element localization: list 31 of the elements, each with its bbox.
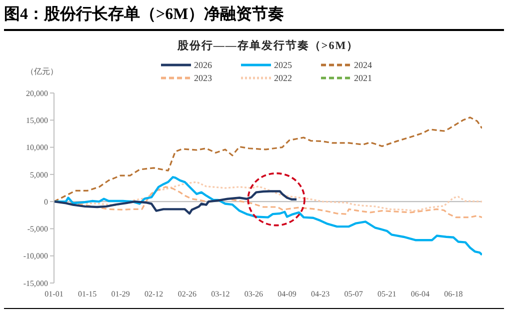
y-tick-label: -15,000 — [23, 278, 48, 288]
x-tick-label: 04-09 — [278, 290, 296, 299]
legend-label: 2021 — [354, 73, 372, 83]
legend-label: 2022 — [274, 73, 292, 83]
x-tick-label: 03-12 — [211, 290, 230, 299]
legend-label: 2026 — [194, 60, 212, 70]
x-tick-label: 05-21 — [378, 290, 396, 299]
x-tick-label: 01-15 — [78, 290, 97, 299]
line-series — [54, 190, 298, 215]
x-tick-label: 06-04 — [410, 290, 430, 299]
x-tick-label: 02-12 — [144, 290, 164, 299]
y-tick-label: -5,000 — [27, 224, 48, 234]
chart-subtitle: 股份行——存单发行节奏（>6M） — [176, 38, 360, 53]
x-tick-label: 02-26 — [178, 290, 196, 299]
y-tick-label: 20,000 — [26, 88, 48, 98]
x-tick-label: 03-26 — [244, 290, 264, 299]
x-tick-label: 04-23 — [310, 290, 330, 299]
legend-label: 2025 — [274, 60, 292, 70]
y-tick-label: 5,000 — [30, 170, 48, 180]
y-tick-label: 0 — [44, 197, 48, 206]
x-tick-label: 05-07 — [344, 290, 363, 299]
y-tick-label: -10,000 — [23, 252, 48, 261]
legend-label: 2023 — [194, 73, 212, 83]
x-tick-label: 01-29 — [111, 290, 130, 299]
legend-label: 2024 — [354, 60, 372, 70]
chart-title: 图4：股份行长存单（>6M）净融资节奏 — [4, 4, 504, 31]
x-tick-label: 06-18 — [444, 290, 463, 299]
y-axis-title: （亿元） — [26, 66, 58, 77]
y-tick-label: 15,000 — [26, 116, 48, 125]
y-tick-label: 10,000 — [26, 143, 48, 152]
x-tick-label: 01-01 — [44, 290, 64, 299]
